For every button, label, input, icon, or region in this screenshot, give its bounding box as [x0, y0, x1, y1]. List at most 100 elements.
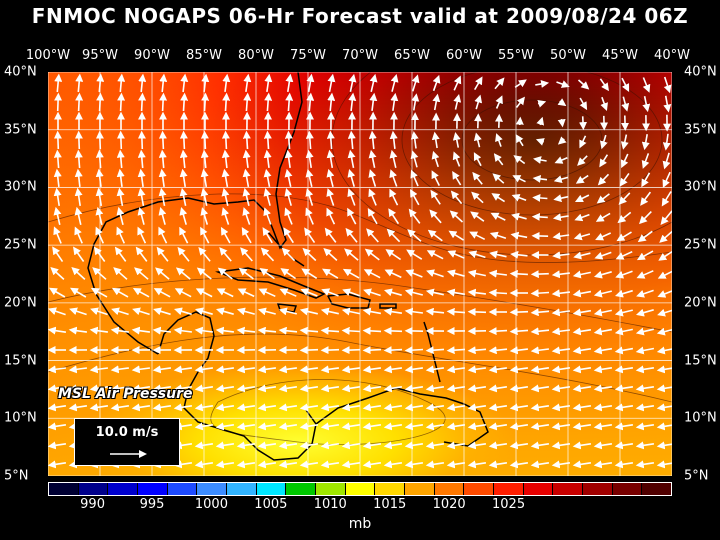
wind-vector-arrow	[320, 441, 340, 450]
wind-vector-arrow	[488, 288, 508, 297]
wind-vector-arrow	[69, 307, 87, 316]
wind-vector-arrow	[551, 365, 571, 374]
wind-vector-arrow	[618, 192, 631, 205]
wind-vector-arrow	[556, 80, 570, 88]
wind-vector-arrow	[432, 93, 441, 111]
wind-vector-arrow	[614, 365, 634, 374]
wind-vector-arrow	[53, 206, 62, 225]
wind-vector-arrow	[446, 307, 466, 316]
wind-vector-arrow	[278, 384, 298, 393]
wind-vector-arrow	[215, 365, 235, 374]
wind-vector-arrow	[425, 384, 445, 393]
wind-vector-arrow	[320, 460, 340, 469]
wind-vector-arrow	[410, 188, 420, 206]
wind-vector-arrow	[662, 133, 671, 151]
wind-vector-arrow	[173, 326, 193, 335]
wind-vector-arrow	[641, 172, 651, 188]
wind-vector-arrow	[636, 289, 654, 298]
wind-vector-arrow	[593, 289, 612, 298]
wind-vector-arrow	[200, 168, 209, 188]
wind-vector-arrow	[263, 207, 272, 225]
wind-vector-arrow	[489, 250, 507, 259]
colorbar-swatch	[434, 483, 465, 495]
wind-vector-arrow	[320, 346, 340, 355]
wind-vector-arrow	[363, 288, 381, 297]
wind-vector-arrow	[488, 460, 508, 469]
latitude-label-right: 5°N	[684, 468, 709, 484]
wind-vector-arrow	[158, 187, 167, 207]
wind-vector-arrow	[509, 384, 529, 393]
wind-vector-arrow	[405, 269, 423, 278]
colorbar-swatch	[286, 483, 317, 495]
longitude-label: 45°W	[602, 48, 638, 63]
wind-vector-arrow	[535, 138, 545, 146]
wind-vector-arrow	[68, 384, 88, 393]
wind-vector-arrow	[73, 246, 85, 262]
wind-vector-arrow	[201, 73, 210, 92]
wind-vector-arrow	[572, 289, 592, 298]
wind-vector-arrow	[90, 287, 108, 298]
wind-vector-arrow	[89, 326, 109, 335]
wind-vector-arrow	[389, 169, 398, 187]
colorbar-swatch	[256, 483, 287, 495]
wind-vector-arrow	[431, 131, 440, 149]
wind-vector-arrow	[342, 288, 360, 297]
colorbar-swatch	[345, 483, 376, 495]
wind-vector-arrow	[468, 250, 486, 259]
wind-vector-arrow	[243, 92, 252, 112]
wind-vector-arrow	[509, 422, 529, 431]
wind-vector-arrow	[388, 208, 400, 225]
wind-vector-arrow	[407, 229, 422, 242]
wind-vector-arrow	[530, 384, 550, 393]
wind-vector-arrow	[305, 168, 314, 187]
wind-vector-arrow	[194, 460, 214, 469]
wind-vector-arrow	[368, 188, 377, 206]
wind-vector-arrow	[511, 193, 527, 202]
wind-vector-arrow	[429, 209, 442, 224]
wind-vector-arrow	[656, 327, 672, 336]
wind-vector-arrow	[426, 250, 444, 260]
wind-vector-arrow	[68, 326, 88, 335]
colorbar-swatch	[553, 483, 584, 495]
wind-vector-arrow	[390, 73, 399, 92]
wind-vector-arrow	[222, 92, 231, 112]
wind-vector-arrow	[615, 270, 633, 279]
wind-vector-arrow	[158, 226, 168, 244]
wind-vector-arrow	[614, 403, 634, 412]
colorbar-swatch	[612, 483, 643, 495]
wind-vector-arrow	[95, 168, 104, 188]
wind-vector-arrow	[620, 134, 629, 150]
wind-vector-arrow	[473, 132, 482, 148]
latitude-label-right: 35°N	[684, 122, 717, 138]
wind-vector-arrow	[488, 384, 508, 393]
wind-vector-arrow	[236, 307, 255, 316]
wind-vector-arrow	[179, 149, 188, 169]
colorbar-swatch	[523, 483, 554, 495]
wind-vector-arrow	[389, 149, 398, 168]
wind-vector-arrow	[530, 346, 550, 355]
wind-vector-arrow	[138, 73, 147, 93]
wind-vector-arrow	[215, 441, 235, 450]
wind-vector-arrow	[323, 247, 338, 261]
wind-vector-arrow	[656, 346, 672, 355]
wind-vector-arrow	[93, 246, 106, 262]
wind-vector-arrow	[557, 136, 567, 145]
wind-vector-arrow	[220, 226, 231, 244]
wind-vector-arrow	[48, 422, 67, 431]
wind-vector-arrow	[621, 96, 630, 112]
wind-vector-arrow	[242, 187, 251, 206]
colorbar-swatch	[138, 483, 168, 495]
wind-vector-arrow	[579, 116, 588, 131]
wind-vector-arrow	[427, 229, 443, 242]
wind-vector-arrow	[593, 327, 613, 336]
wind-vector-arrow	[467, 365, 487, 374]
latitude-label-right: 25°N	[684, 237, 717, 253]
wind-vector-arrow	[411, 74, 420, 92]
wind-vector-arrow	[362, 422, 382, 431]
wind-vector-arrow	[74, 168, 83, 187]
wind-vector-arrow	[635, 403, 655, 412]
wind-vector-arrow	[557, 98, 567, 107]
wind-vector-arrow	[552, 213, 569, 222]
wind-vector-arrow	[306, 92, 315, 112]
wind-vector-arrow	[153, 307, 171, 316]
